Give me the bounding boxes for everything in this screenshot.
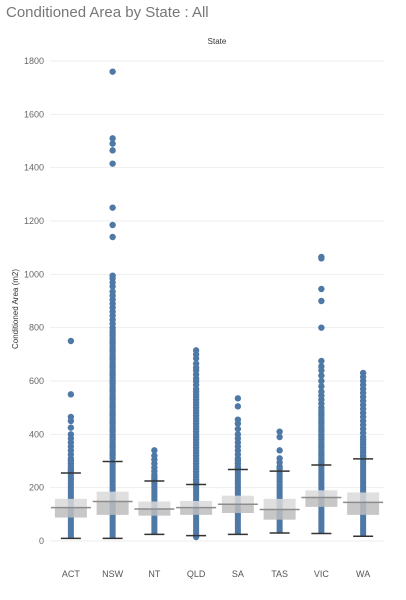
y-tick-label: 800 (29, 323, 44, 333)
y-tick-label: 0 (39, 536, 44, 546)
outlier-point (192, 355, 200, 362)
outlier-point (109, 221, 116, 229)
x-tick-label: WA (356, 569, 370, 579)
outlier-point (276, 428, 283, 435)
outlier-point (234, 425, 242, 433)
outlier-point (109, 68, 116, 75)
outlier-point (318, 367, 325, 374)
outlier-point (67, 424, 75, 431)
x-tick-label: TAS (271, 569, 288, 579)
y-tick-label: 200 (29, 483, 44, 493)
gridlines (50, 60, 384, 542)
box-lower (347, 502, 380, 515)
boxes (50, 458, 384, 540)
outlier-point (318, 324, 325, 331)
column-header: State (208, 37, 227, 46)
x-tick-label: VIC (314, 569, 330, 579)
box-upper (138, 501, 171, 509)
x-tick-label: NT (148, 569, 160, 579)
box-lower (221, 504, 254, 513)
outlier-point (318, 285, 325, 293)
x-tick-label: NSW (102, 569, 124, 579)
y-tick-label: 1000 (24, 269, 44, 279)
box-upper (263, 498, 296, 510)
outlier-point (234, 395, 242, 402)
y-tick-label: 400 (29, 429, 44, 439)
box-lower (263, 509, 296, 520)
outlier-point (67, 337, 75, 345)
box-lower (180, 507, 213, 515)
outlier-point (109, 455, 116, 462)
outlier-point (109, 160, 116, 167)
outlier-point (318, 377, 325, 385)
outlier-point (109, 147, 116, 154)
outlier-point (318, 255, 325, 262)
outlier-point (276, 447, 283, 454)
chart-title: Conditioned Area by State : All (6, 4, 209, 21)
outlier-point (318, 372, 325, 379)
y-axis-ticks: 0 200 400 600 800 1000 1200 1400 1600 1800 (24, 56, 44, 546)
outlier-point (318, 383, 325, 390)
box-upper (180, 501, 213, 508)
outlier-point (318, 297, 325, 305)
y-tick-label: 600 (29, 376, 44, 386)
box-lower (138, 509, 171, 516)
outlier-point (109, 204, 116, 211)
y-tick-label: 1400 (24, 163, 44, 173)
x-tick-label: SA (232, 569, 244, 579)
outlier-point (109, 233, 116, 241)
y-tick-label: 1800 (24, 56, 44, 66)
outlier-point (67, 391, 75, 398)
box-upper (347, 492, 380, 503)
outlier-point (234, 403, 242, 410)
outlier-point (109, 283, 116, 290)
x-axis-ticks: ACT NSW NT QLD SA TAS VIC WA (62, 569, 370, 579)
x-tick-label: ACT (62, 569, 81, 579)
outlier-point (318, 357, 325, 365)
outlier-point (151, 447, 158, 454)
outlier-point (67, 417, 75, 425)
box-lower (305, 497, 338, 507)
outlier-point (109, 140, 116, 147)
x-tick-label: QLD (187, 569, 206, 579)
outlier-point (234, 420, 242, 427)
outlier-point (109, 135, 116, 142)
box-lower (54, 507, 87, 518)
y-axis-label: Conditioned Area (m2) (11, 269, 20, 349)
box-upper (305, 490, 338, 498)
box-upper (221, 495, 254, 505)
y-tick-label: 1600 (24, 109, 44, 119)
y-tick-label: 1200 (24, 216, 44, 226)
box-lower (96, 501, 129, 515)
outlier-point (276, 433, 283, 441)
box-upper (96, 491, 129, 502)
box-upper (54, 498, 87, 508)
